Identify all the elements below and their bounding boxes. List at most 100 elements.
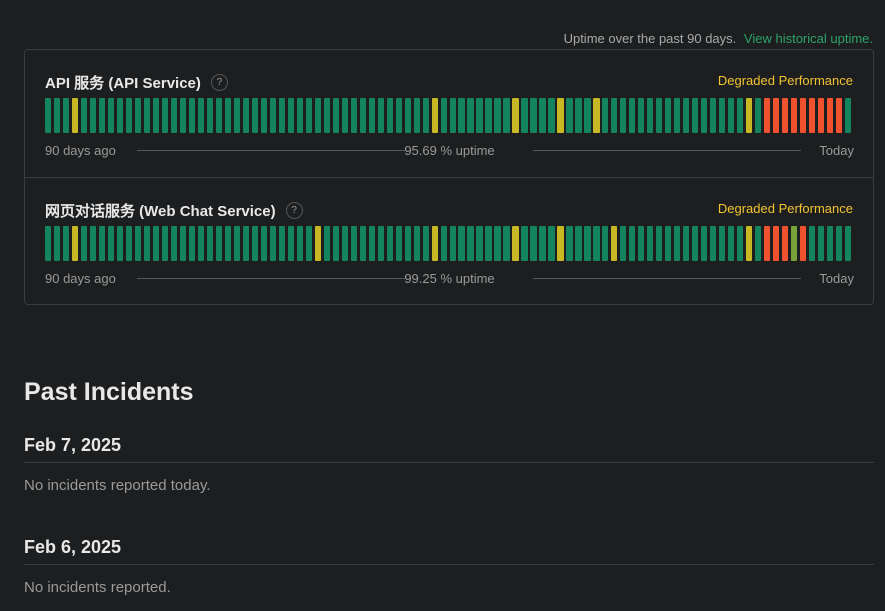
uptime-day-bar[interactable]	[485, 98, 492, 133]
uptime-day-bar[interactable]	[611, 98, 618, 133]
uptime-day-bar[interactable]	[368, 98, 375, 133]
uptime-day-bar[interactable]	[476, 226, 483, 261]
uptime-day-bar[interactable]	[404, 98, 411, 133]
uptime-day-bar[interactable]	[134, 98, 142, 133]
uptime-day-bar[interactable]	[152, 226, 160, 261]
uptime-day-bar[interactable]	[503, 98, 510, 133]
uptime-day-bar[interactable]	[287, 226, 294, 261]
uptime-day-bar[interactable]	[836, 226, 843, 261]
uptime-day-bar[interactable]	[665, 226, 672, 261]
uptime-day-bar[interactable]	[764, 226, 771, 261]
uptime-day-bar[interactable]	[638, 226, 645, 261]
uptime-day-bar[interactable]	[62, 98, 70, 133]
uptime-day-bar[interactable]	[62, 226, 70, 261]
uptime-day-bar[interactable]	[773, 98, 780, 133]
uptime-day-bar[interactable]	[629, 98, 636, 133]
uptime-day-bar[interactable]	[503, 226, 510, 261]
uptime-day-bar[interactable]	[620, 98, 627, 133]
uptime-day-bar[interactable]	[224, 98, 231, 133]
uptime-day-bar[interactable]	[512, 98, 519, 133]
uptime-day-bar[interactable]	[440, 226, 447, 261]
uptime-day-bar[interactable]	[494, 98, 501, 133]
uptime-day-bar[interactable]	[710, 98, 717, 133]
uptime-day-bar[interactable]	[395, 226, 402, 261]
uptime-day-bar[interactable]	[530, 226, 537, 261]
uptime-day-bar[interactable]	[260, 226, 267, 261]
uptime-day-bar[interactable]	[656, 98, 663, 133]
uptime-day-bar[interactable]	[809, 98, 816, 133]
uptime-day-bar[interactable]	[395, 98, 402, 133]
uptime-day-bar[interactable]	[233, 226, 240, 261]
uptime-day-bar[interactable]	[215, 226, 222, 261]
uptime-day-bar[interactable]	[206, 226, 213, 261]
uptime-day-bar[interactable]	[620, 226, 627, 261]
uptime-day-bar[interactable]	[728, 226, 735, 261]
uptime-day-bar[interactable]	[548, 226, 555, 261]
uptime-day-bar[interactable]	[746, 98, 753, 133]
uptime-day-bar[interactable]	[368, 226, 375, 261]
uptime-day-bar[interactable]	[260, 98, 267, 133]
uptime-day-bar[interactable]	[134, 226, 142, 261]
uptime-day-bar[interactable]	[278, 98, 285, 133]
uptime-day-bar[interactable]	[251, 226, 258, 261]
help-icon[interactable]: ?	[285, 202, 303, 219]
uptime-day-bar[interactable]	[557, 98, 564, 133]
uptime-day-bar[interactable]	[107, 226, 115, 261]
uptime-day-bar[interactable]	[638, 98, 645, 133]
uptime-day-bar[interactable]	[791, 98, 798, 133]
uptime-day-bar[interactable]	[800, 226, 807, 261]
uptime-day-bar[interactable]	[683, 226, 690, 261]
uptime-day-bar[interactable]	[197, 226, 204, 261]
uptime-day-bar[interactable]	[449, 98, 456, 133]
uptime-day-bar[interactable]	[521, 226, 528, 261]
uptime-day-bar[interactable]	[845, 226, 852, 261]
uptime-day-bar[interactable]	[521, 98, 528, 133]
uptime-day-bar[interactable]	[350, 226, 357, 261]
uptime-day-bar[interactable]	[116, 226, 124, 261]
uptime-day-bar[interactable]	[719, 226, 726, 261]
uptime-day-bar[interactable]	[548, 98, 555, 133]
uptime-day-bar[interactable]	[710, 226, 717, 261]
uptime-day-bar[interactable]	[98, 226, 106, 261]
uptime-day-bar[interactable]	[125, 98, 133, 133]
uptime-day-bar[interactable]	[386, 98, 393, 133]
uptime-day-bar[interactable]	[827, 226, 834, 261]
uptime-day-bar[interactable]	[80, 98, 88, 133]
uptime-day-bar[interactable]	[251, 98, 258, 133]
uptime-day-bar[interactable]	[116, 98, 124, 133]
uptime-day-bar[interactable]	[575, 226, 582, 261]
uptime-day-bar[interactable]	[413, 226, 420, 261]
uptime-day-bar[interactable]	[773, 226, 780, 261]
uptime-day-bar[interactable]	[719, 98, 726, 133]
uptime-day-bar[interactable]	[89, 226, 97, 261]
uptime-day-bar[interactable]	[782, 226, 789, 261]
uptime-day-bar[interactable]	[440, 98, 447, 133]
uptime-day-bar[interactable]	[197, 98, 204, 133]
uptime-day-bar[interactable]	[701, 98, 708, 133]
historical-uptime-link[interactable]: View historical uptime.	[743, 31, 873, 46]
uptime-day-bar[interactable]	[269, 98, 276, 133]
uptime-day-bar[interactable]	[593, 226, 600, 261]
uptime-day-bar[interactable]	[45, 98, 52, 133]
uptime-day-bar[interactable]	[431, 98, 438, 133]
uptime-day-bar[interactable]	[413, 98, 420, 133]
uptime-day-bar[interactable]	[179, 98, 187, 133]
uptime-day-bar[interactable]	[314, 98, 321, 133]
uptime-day-bar[interactable]	[98, 98, 106, 133]
uptime-day-bar[interactable]	[431, 226, 438, 261]
uptime-day-bar[interactable]	[728, 98, 735, 133]
uptime-day-bar[interactable]	[818, 98, 825, 133]
uptime-day-bar[interactable]	[764, 98, 771, 133]
uptime-day-bar[interactable]	[647, 98, 654, 133]
uptime-day-bar[interactable]	[71, 98, 79, 133]
uptime-day-bar[interactable]	[323, 226, 330, 261]
uptime-day-bar[interactable]	[467, 98, 474, 133]
uptime-day-bar[interactable]	[269, 226, 276, 261]
uptime-day-bar[interactable]	[206, 98, 213, 133]
uptime-day-bar[interactable]	[188, 226, 195, 261]
uptime-day-bar[interactable]	[458, 98, 465, 133]
uptime-day-bar[interactable]	[584, 98, 591, 133]
uptime-day-bar[interactable]	[494, 226, 501, 261]
uptime-day-bar[interactable]	[170, 98, 178, 133]
uptime-day-bar[interactable]	[476, 98, 483, 133]
